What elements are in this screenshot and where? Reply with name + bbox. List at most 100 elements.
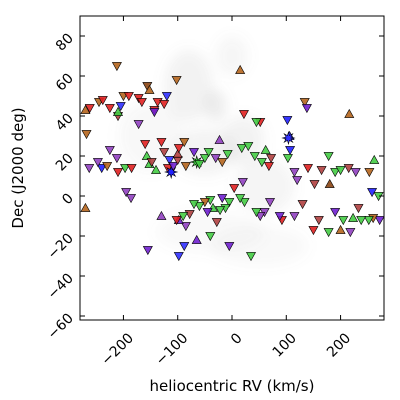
data-point-marker	[282, 116, 293, 126]
data-point-marker	[203, 148, 214, 158]
density-blob	[210, 226, 308, 266]
data-point-marker	[156, 210, 167, 220]
y-tick-label: −40	[45, 271, 77, 303]
data-point-marker	[92, 158, 103, 168]
data-point-marker	[266, 154, 277, 164]
data-point-marker	[171, 216, 182, 226]
data-point-marker	[164, 156, 175, 166]
data-point-marker	[180, 162, 191, 172]
y-axis-label: Dec (J2000 deg)	[9, 107, 27, 228]
density-blob	[118, 100, 184, 172]
data-point-marker	[299, 98, 310, 108]
data-point-marker	[251, 118, 262, 128]
data-point-marker	[282, 154, 293, 164]
data-point-marker	[80, 104, 91, 114]
data-point-marker	[243, 142, 254, 152]
data-point-marker	[309, 180, 320, 190]
data-point-marker	[374, 216, 384, 226]
data-point-marker	[364, 168, 375, 178]
data-point-marker	[120, 164, 131, 174]
data-point-marker	[224, 242, 235, 252]
data-point-marker	[168, 162, 179, 172]
data-point-marker	[97, 96, 108, 106]
density-blob	[204, 90, 227, 122]
data-point-marker	[323, 152, 334, 162]
data-point-marker	[289, 168, 300, 178]
data-point-marker	[179, 138, 190, 148]
data-point-marker	[146, 158, 157, 168]
x-axis-label: heliocentric RV (km/s)	[150, 377, 315, 395]
data-point-marker	[80, 202, 91, 212]
data-point-marker	[323, 228, 334, 238]
data-point-marker	[238, 110, 249, 120]
x-tick-label: −100	[153, 330, 192, 369]
data-point-marker	[239, 198, 250, 208]
data-point-marker	[102, 162, 113, 172]
data-point-marker	[235, 194, 246, 204]
data-point-marker	[301, 104, 312, 114]
data-point-marker	[194, 202, 205, 212]
data-point-marker	[164, 164, 179, 180]
data-point-marker	[191, 234, 202, 244]
data-point-marker	[285, 146, 296, 156]
data-point-marker	[194, 160, 205, 170]
data-point-marker	[344, 108, 355, 118]
data-point-marker	[249, 152, 260, 162]
data-point-marker	[173, 252, 184, 262]
data-point-marker	[188, 148, 200, 158]
data-point-marker	[111, 62, 122, 72]
data-point-marker	[260, 144, 271, 154]
density-blob	[215, 36, 249, 76]
data-point-marker	[297, 200, 308, 210]
data-point-marker	[199, 154, 210, 164]
data-point-marker	[133, 120, 144, 130]
data-point-marker	[356, 216, 367, 226]
data-point-marker	[251, 208, 262, 218]
data-point-marker	[274, 212, 285, 222]
y-tick-label: 40	[53, 111, 77, 135]
data-point-marker	[263, 162, 274, 172]
data-point-marker	[353, 204, 364, 214]
data-point-marker	[237, 178, 248, 188]
data-point-marker	[205, 232, 216, 242]
data-point-marker	[188, 200, 200, 210]
data-point-marker	[235, 64, 246, 74]
data-point-marker	[236, 144, 247, 154]
y-tick-label: −60	[45, 311, 77, 343]
data-point-marker	[159, 148, 170, 158]
data-point-marker	[84, 164, 95, 174]
data-point-marker	[144, 84, 155, 94]
data-point-marker	[179, 242, 190, 252]
data-point-marker	[121, 188, 132, 198]
data-point-marker	[141, 150, 152, 160]
data-point-marker	[112, 106, 124, 116]
data-point-marker	[140, 140, 151, 150]
data-point-marker	[264, 198, 276, 208]
data-point-marker	[214, 134, 225, 144]
data-point-marker	[350, 168, 361, 178]
y-tick-label: −20	[45, 231, 77, 263]
data-point-marker	[222, 150, 233, 160]
data-point-marker	[123, 92, 134, 102]
data-point-marker	[313, 216, 324, 226]
x-tick-label: 0	[228, 330, 246, 348]
data-point-marker	[281, 130, 296, 146]
data-point-marker	[180, 222, 191, 232]
x-tick-label: −200	[99, 330, 138, 369]
y-tick-label: 20	[53, 151, 77, 175]
data-point-marker	[316, 166, 327, 176]
data-point-marker	[115, 102, 126, 112]
data-point-marker	[171, 76, 182, 86]
data-point-marker	[224, 198, 235, 208]
y-tick-label: 80	[53, 31, 77, 55]
data-point-marker	[172, 148, 183, 158]
data-point-marker	[245, 252, 257, 262]
data-point-marker	[229, 184, 240, 194]
data-point-marker	[211, 218, 222, 228]
data-point-marker	[255, 212, 266, 222]
data-point-marker	[345, 228, 356, 238]
data-point-marker	[126, 164, 137, 174]
background-density	[118, 36, 308, 266]
data-point-marker	[289, 212, 300, 222]
